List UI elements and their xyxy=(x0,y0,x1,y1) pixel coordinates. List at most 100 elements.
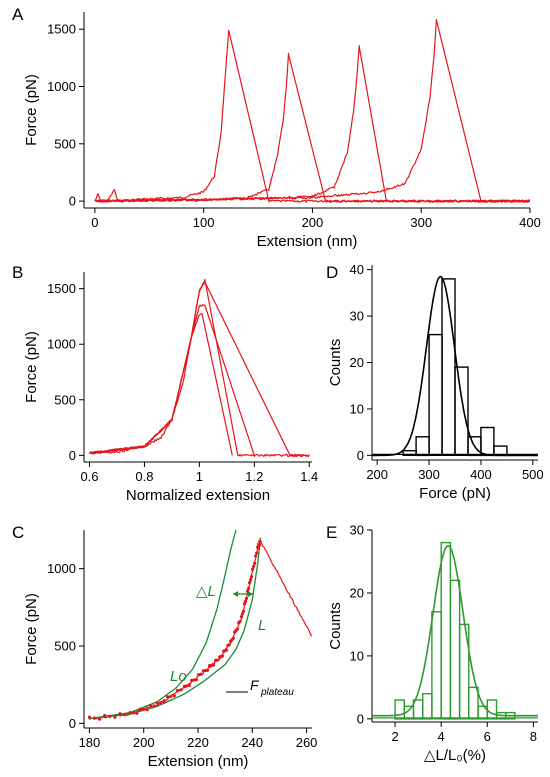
x-axis-label: △L/L₀(%) xyxy=(424,747,486,764)
plot-area xyxy=(89,278,310,457)
axes-a: 0 100 200 300 400 0 500 1000 1500 xyxy=(47,12,541,230)
y-tick-label: 0 xyxy=(69,194,76,209)
panel-label: C xyxy=(12,523,24,542)
data-point xyxy=(145,708,149,712)
y-tick-label: 10 xyxy=(350,401,364,416)
data-point xyxy=(123,713,127,717)
x-tick-label: 2 xyxy=(391,729,398,744)
data-point xyxy=(252,564,256,569)
y-tick-label: 0 xyxy=(69,448,76,463)
series-line xyxy=(89,537,262,720)
data-point xyxy=(152,704,156,708)
y-tick-label: 500 xyxy=(54,136,76,151)
data-point xyxy=(216,658,220,662)
delta-l-annotation: △L xyxy=(196,583,216,600)
x-tick-label: 200 xyxy=(366,467,388,482)
y-tick-label: 20 xyxy=(350,355,364,370)
data-point xyxy=(176,688,180,693)
data-point xyxy=(155,701,159,705)
data-point xyxy=(235,627,239,631)
data-point xyxy=(113,715,117,719)
data-point xyxy=(197,673,201,677)
y-tick-label: 1500 xyxy=(47,22,76,37)
series-line xyxy=(94,19,530,203)
data-point xyxy=(238,619,242,623)
panel-label: A xyxy=(12,5,24,24)
axes-e: 2 4 6 8 0 10 20 30 xyxy=(350,523,538,744)
data-point xyxy=(231,636,235,640)
plot-area xyxy=(372,541,538,720)
histogram-bar xyxy=(440,541,452,720)
x-tick-label: 8 xyxy=(530,729,537,744)
data-point xyxy=(138,707,142,711)
data-point xyxy=(241,609,246,613)
data-point xyxy=(103,713,107,718)
data-point xyxy=(135,711,139,715)
x-tick-label: 200 xyxy=(302,215,324,230)
y-tick-label: 0 xyxy=(357,711,364,726)
panel-label: B xyxy=(12,263,23,282)
series-line xyxy=(94,52,530,203)
x-tick-label: 220 xyxy=(187,735,209,750)
x-tick-label: 300 xyxy=(410,215,432,230)
histogram-bar xyxy=(431,611,442,720)
y-tick-label: 40 xyxy=(350,262,364,277)
data-point xyxy=(255,551,259,555)
data-point xyxy=(258,540,262,544)
data-point xyxy=(192,678,196,682)
data-point xyxy=(248,581,252,585)
data-point xyxy=(253,561,257,566)
data-point xyxy=(148,704,153,708)
panel-label: D xyxy=(326,263,338,282)
data-point xyxy=(194,678,198,682)
data-point xyxy=(199,672,203,676)
data-point xyxy=(179,688,183,692)
data-point xyxy=(131,711,136,715)
data-point xyxy=(254,554,258,558)
x-axis-label: Force (pN) xyxy=(419,485,491,502)
series-line xyxy=(89,529,237,720)
plot-area xyxy=(372,275,538,457)
data-point xyxy=(251,567,255,571)
f-plateau-annotation: F xyxy=(250,677,260,693)
y-tick-label: 0 xyxy=(69,716,76,731)
l0-annotation: Lo xyxy=(170,668,187,685)
y-tick-label: 30 xyxy=(350,309,364,324)
histogram-bar xyxy=(486,699,498,720)
x-tick-label: 240 xyxy=(241,735,263,750)
histogram-bar xyxy=(428,333,443,457)
gaussian-fit-curve xyxy=(372,544,538,717)
data-point xyxy=(162,700,166,704)
y-axis-label: Force (pN) xyxy=(23,74,40,146)
series-line xyxy=(89,304,255,456)
histogram-bar xyxy=(415,436,430,457)
data-point xyxy=(165,695,170,699)
series-line xyxy=(94,29,530,203)
data-point xyxy=(247,586,251,591)
data-point xyxy=(205,668,210,672)
panel-e: 2 4 6 8 0 10 20 30 E △L/L₀(%) Counts xyxy=(326,523,538,764)
data-point xyxy=(142,707,146,712)
data-point xyxy=(172,694,176,698)
x-tick-label: 300 xyxy=(418,467,440,482)
histogram-bars xyxy=(394,541,516,720)
data-point xyxy=(256,546,260,550)
plot-area xyxy=(94,19,530,203)
x-tick-label: 100 xyxy=(193,215,215,230)
x-tick-label: 1.2 xyxy=(245,469,263,484)
series-line xyxy=(89,278,310,457)
data-point xyxy=(220,654,224,658)
y-tick-label: 1500 xyxy=(47,281,76,296)
panel-a: 0 100 200 300 400 0 500 1000 1500 A Extension (nm)… xyxy=(12,5,541,250)
data-point xyxy=(128,711,132,715)
data-point xyxy=(212,663,216,667)
y-tick-label: 1000 xyxy=(47,79,76,94)
histogram-bar xyxy=(468,686,479,720)
data-point xyxy=(169,694,173,698)
y-axis-label: Counts xyxy=(327,339,344,387)
gaussian-fit-curve xyxy=(372,275,538,457)
data-point xyxy=(87,715,91,719)
panel-d: 200 300 400 500 0 10 20 30 40 D Force (pN) Counts xyxy=(326,262,544,502)
